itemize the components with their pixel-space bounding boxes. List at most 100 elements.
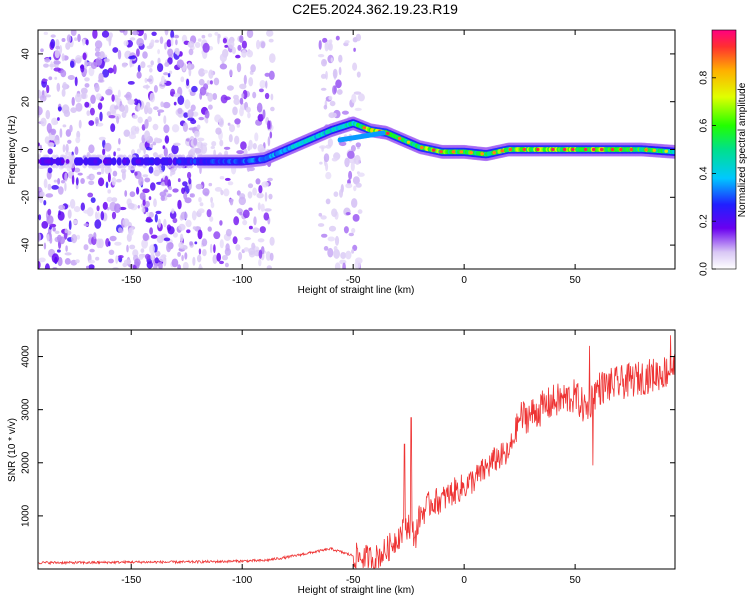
noise-speckle bbox=[171, 208, 175, 214]
noise-speckle bbox=[138, 256, 144, 260]
noise-speckle bbox=[137, 64, 141, 73]
noise-speckle bbox=[187, 171, 192, 179]
ridge-core bbox=[93, 159, 98, 164]
noise-speckle bbox=[212, 254, 218, 264]
ridge-hotspot bbox=[451, 150, 456, 154]
noise-speckle bbox=[233, 216, 240, 226]
noise-speckle bbox=[88, 180, 95, 186]
noise-speckle bbox=[173, 34, 180, 39]
noise-speckle bbox=[196, 124, 201, 130]
noise-speckle bbox=[239, 97, 244, 105]
ridge-core bbox=[192, 159, 197, 164]
noise-speckle bbox=[61, 88, 66, 97]
noise-speckle bbox=[241, 93, 245, 98]
noise-speckle bbox=[252, 91, 257, 99]
ridge-core bbox=[107, 159, 112, 164]
noise-speckle bbox=[183, 112, 189, 118]
ridge-hotspot bbox=[522, 147, 527, 152]
noise-speckle bbox=[41, 221, 49, 229]
noise-speckle bbox=[142, 188, 150, 194]
noise-speckle bbox=[111, 211, 117, 220]
noise-speckle bbox=[267, 120, 271, 130]
noise-speckle bbox=[126, 244, 129, 253]
noise-speckle bbox=[209, 80, 213, 85]
noise-speckle bbox=[339, 189, 343, 198]
noise-speckle bbox=[208, 104, 213, 110]
noise-speckle bbox=[182, 261, 189, 269]
noise-speckle bbox=[64, 228, 68, 234]
noise-speckle bbox=[80, 202, 86, 211]
x-tick-label: -50 bbox=[346, 275, 361, 286]
noise-speckle bbox=[89, 107, 95, 116]
noise-speckle bbox=[356, 71, 361, 78]
noise-speckle bbox=[173, 101, 177, 106]
noise-speckle bbox=[214, 187, 222, 192]
ridge-halo bbox=[69, 154, 76, 169]
noise-speckle bbox=[97, 211, 100, 221]
noise-speckle bbox=[150, 143, 154, 149]
noise-speckle bbox=[106, 111, 112, 117]
noise-speckle bbox=[142, 232, 149, 242]
noise-speckle bbox=[43, 31, 48, 35]
noise-speckle bbox=[153, 137, 160, 143]
noise-speckle bbox=[157, 63, 164, 73]
noise-speckle bbox=[94, 40, 103, 49]
noise-speckle bbox=[82, 52, 87, 61]
noise-speckle bbox=[177, 251, 182, 257]
noise-speckle bbox=[59, 128, 63, 138]
noise-speckle bbox=[160, 101, 164, 108]
noise-speckle bbox=[64, 172, 68, 182]
noise-speckle bbox=[333, 191, 339, 197]
noise-speckle bbox=[123, 40, 129, 46]
noise-speckle bbox=[61, 53, 65, 62]
noise-speckle bbox=[247, 112, 251, 119]
noise-speckle bbox=[265, 251, 271, 261]
noise-speckle bbox=[264, 92, 270, 100]
noise-speckle bbox=[163, 237, 171, 242]
noise-speckle bbox=[147, 116, 152, 123]
noise-speckle bbox=[163, 189, 169, 193]
noise-speckle bbox=[111, 94, 115, 102]
noise-speckle bbox=[333, 85, 337, 94]
noise-speckle bbox=[46, 84, 50, 94]
x-tick-label: 50 bbox=[570, 575, 582, 586]
ridge-hotspot bbox=[664, 149, 668, 153]
noise-speckle bbox=[71, 175, 75, 185]
noise-speckle bbox=[248, 247, 256, 255]
noise-speckle bbox=[53, 67, 61, 72]
noise-speckle bbox=[94, 116, 100, 126]
noise-speckle bbox=[80, 87, 88, 95]
noise-speckle bbox=[138, 176, 144, 187]
noise-speckle bbox=[256, 102, 263, 113]
ridge-core bbox=[126, 159, 131, 164]
noise-speckle bbox=[130, 125, 138, 135]
noise-speckle bbox=[243, 74, 247, 85]
noise-speckle bbox=[119, 30, 125, 33]
noise-speckle bbox=[157, 109, 165, 113]
noise-speckle bbox=[93, 232, 97, 240]
noise-speckle bbox=[151, 31, 157, 36]
y-tick-label: 3000 bbox=[21, 398, 32, 421]
ridge-core bbox=[56, 159, 61, 164]
noise-speckle bbox=[117, 89, 121, 98]
noise-speckle bbox=[239, 107, 244, 117]
y-tick-label: 2000 bbox=[21, 451, 32, 474]
noise-speckle bbox=[152, 123, 159, 131]
noise-speckle bbox=[84, 59, 88, 70]
noise-speckle bbox=[46, 215, 54, 225]
noise-speckle bbox=[84, 68, 88, 75]
noise-speckle bbox=[124, 94, 131, 98]
noise-speckle bbox=[320, 73, 327, 79]
colorbar-label: Normalized spectral amplitude bbox=[737, 82, 748, 217]
noise-speckle bbox=[76, 234, 81, 240]
noise-speckle bbox=[102, 69, 110, 78]
noise-speckle bbox=[245, 106, 251, 113]
ridge-core bbox=[65, 159, 70, 164]
noise-speckle bbox=[181, 187, 185, 194]
noise-speckle bbox=[322, 37, 328, 43]
noise-speckle bbox=[259, 226, 266, 234]
noise-speckle bbox=[157, 57, 161, 65]
ridge-core bbox=[53, 159, 58, 164]
noise-speckle bbox=[211, 141, 217, 147]
noise-speckle bbox=[201, 238, 208, 247]
